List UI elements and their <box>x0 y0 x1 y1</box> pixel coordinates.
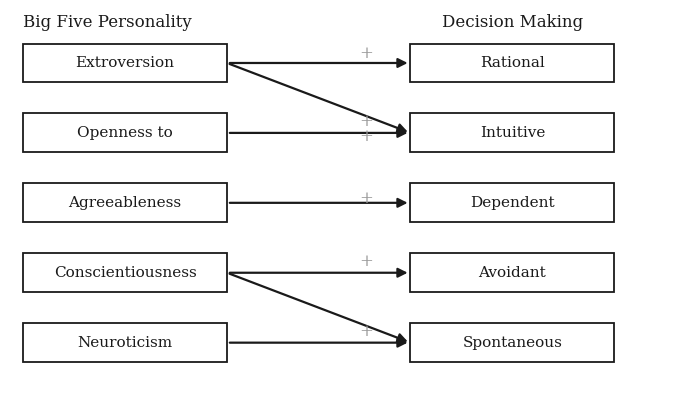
Text: +: + <box>360 45 373 62</box>
Text: Spontaneous: Spontaneous <box>462 336 562 349</box>
Text: Neuroticism: Neuroticism <box>77 336 173 349</box>
Text: Openness to: Openness to <box>77 126 173 140</box>
FancyBboxPatch shape <box>410 113 614 152</box>
Text: +: + <box>360 323 373 340</box>
Text: +: + <box>360 253 373 269</box>
Text: Intuitive: Intuitive <box>479 126 545 140</box>
FancyBboxPatch shape <box>410 253 614 292</box>
Text: Agreeableness: Agreeableness <box>68 196 182 210</box>
FancyBboxPatch shape <box>23 323 227 362</box>
Text: Avoidant: Avoidant <box>479 266 546 280</box>
Text: Rational: Rational <box>480 56 545 70</box>
Text: +: + <box>360 113 373 130</box>
FancyBboxPatch shape <box>410 183 614 222</box>
FancyBboxPatch shape <box>23 113 227 152</box>
FancyBboxPatch shape <box>23 183 227 222</box>
Text: Big Five Personality: Big Five Personality <box>23 15 192 32</box>
FancyBboxPatch shape <box>410 44 614 82</box>
Text: +: + <box>360 190 373 208</box>
Text: Extroversion: Extroversion <box>75 56 175 70</box>
Text: Conscientiousness: Conscientiousness <box>53 266 197 280</box>
Text: Dependent: Dependent <box>470 196 555 210</box>
FancyBboxPatch shape <box>23 44 227 82</box>
Text: Decision Making: Decision Making <box>442 15 583 32</box>
Text: +: + <box>360 128 373 145</box>
FancyBboxPatch shape <box>410 323 614 362</box>
FancyBboxPatch shape <box>23 253 227 292</box>
